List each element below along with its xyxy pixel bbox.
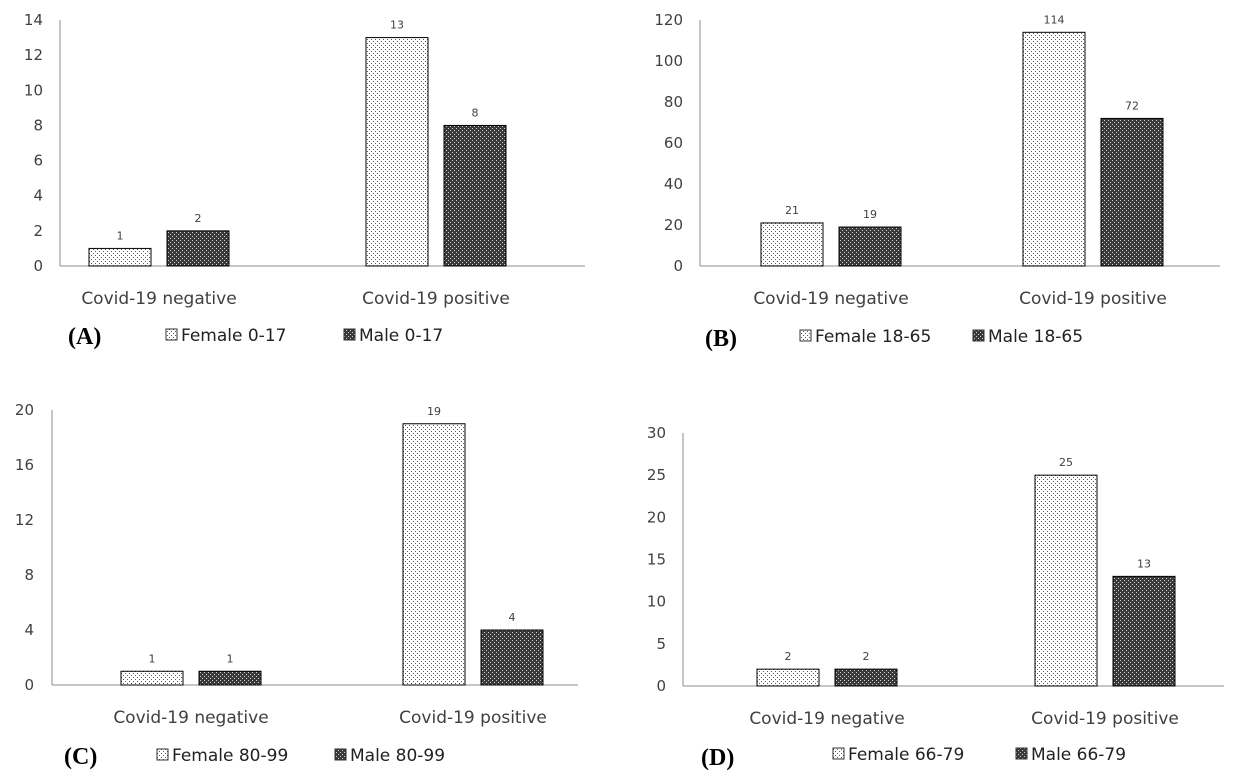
bar-female-66-79-covid-19-positive [1034,474,1098,687]
y-tick-label: 30 [647,424,666,442]
legend-label-female-18-65: Female 18-65 [815,327,931,347]
category-label: Covid-19 positive [399,708,547,728]
bar-male-18-65-covid-19-positive [1100,117,1164,267]
bar-male-80-99-covid-19-negative [198,670,262,686]
bar-male-0-17-covid-19-negative [166,230,230,267]
y-tick-label: 16 [15,456,34,474]
category-label: Covid-19 negative [753,289,908,309]
bar-female-18-65-covid-19-positive [1022,31,1086,267]
y-tick-label: 12 [15,511,34,529]
legend-swatch-female-66-79 [832,747,845,760]
bar-male-66-79-covid-19-negative [834,668,898,687]
legend-label-male-18-65: Male 18-65 [988,327,1083,347]
legend-swatch-male-66-79 [1015,747,1028,760]
y-tick-label: 14 [24,11,43,29]
y-tick-label: 10 [24,81,43,99]
y-tick-label: 0 [673,257,683,275]
data-label: 25 [1059,456,1073,469]
y-tick-label: 0 [24,676,34,694]
bar-female-18-65-covid-19-negative [760,222,824,267]
data-label: 1 [117,229,124,242]
category-label: Covid-19 positive [1031,709,1179,729]
legend-label-male-80-99: Male 80-99 [350,746,445,766]
data-label: 13 [1137,557,1151,570]
y-tick-label: 25 [647,466,666,484]
data-label: 114 [1044,13,1065,26]
legend-label-female-80-99: Female 80-99 [172,746,288,766]
legend-swatch-male-80-99 [334,748,347,761]
y-tick-label: 100 [654,52,683,70]
panel-label: (C) [64,744,97,770]
y-tick-label: 10 [647,593,666,611]
data-label: 1 [227,652,234,665]
bar-female-80-99-covid-19-positive [402,423,466,686]
legend-swatch-male-0-17 [343,328,356,341]
y-tick-label: 20 [15,401,34,419]
legend-swatch-female-80-99 [156,748,169,761]
bar-male-18-65-covid-19-negative [838,226,902,267]
panel-label: (B) [705,326,737,352]
panel-label: (A) [68,324,101,350]
data-label: 2 [863,650,870,663]
bar-female-0-17-covid-19-negative [88,247,152,267]
y-tick-label: 60 [664,134,683,152]
y-tick-label: 8 [33,116,43,134]
y-tick-label: 6 [33,152,43,170]
y-tick-label: 2 [33,222,43,240]
panel-d: 0 5 10 15 20 25 30 2 2 Covid-19 negative 25 13 Covid… [647,424,1224,771]
legend-label-female-0-17: Female 0-17 [181,326,286,346]
data-label: 1 [149,652,156,665]
legend-swatch-female-0-17 [165,328,178,341]
data-label: 19 [427,405,441,418]
bar-male-66-79-covid-19-positive [1112,575,1176,687]
y-tick-label: 80 [664,93,683,111]
y-tick-label: 5 [656,635,666,653]
legend-swatch-female-18-65 [799,329,812,342]
y-tick-label: 12 [24,46,43,64]
data-label: 4 [509,611,516,624]
data-label: 21 [785,204,799,217]
panel-c: 0 4 8 12 16 20 1 1 Covid-19 negative 19 4 Covid-19 … [15,401,578,770]
y-tick-label: 120 [654,11,683,29]
legend-label-male-66-79: Male 66-79 [1031,745,1126,765]
data-label: 2 [785,650,792,663]
y-tick-label: 4 [24,621,34,639]
category-label: Covid-19 negative [113,708,268,728]
category-label: Covid-19 positive [1019,289,1167,309]
y-tick-label: 15 [647,551,666,569]
y-tick-label: 20 [647,508,666,526]
category-label: Covid-19 negative [749,709,904,729]
bar-male-80-99-covid-19-positive [480,629,544,686]
data-label: 72 [1125,99,1139,112]
bar-female-0-17-covid-19-positive [365,37,429,267]
y-tick-label: 8 [24,566,34,584]
y-tick-label: 0 [656,677,666,695]
bar-male-0-17-covid-19-positive [443,124,507,267]
legend-swatch-male-18-65 [972,329,985,342]
y-tick-label: 4 [33,187,43,205]
bar-female-66-79-covid-19-negative [756,668,820,687]
data-label: 2 [195,212,202,225]
legend-label-female-66-79: Female 66-79 [848,745,964,765]
y-tick-label: 40 [664,175,683,193]
data-label: 8 [472,106,479,119]
panel-b: 0 20 40 60 80 100 120 21 19 Covid-19 negative 114 7… [654,11,1220,352]
data-label: 19 [863,208,877,221]
y-tick-label: 20 [664,216,683,234]
panel-label: (D) [701,745,734,771]
category-label: Covid-19 negative [81,289,236,309]
category-label: Covid-19 positive [362,289,510,309]
data-label: 13 [390,19,404,32]
y-tick-label: 0 [33,257,43,275]
legend-label-male-0-17: Male 0-17 [359,326,443,346]
bar-female-80-99-covid-19-negative [120,670,184,686]
